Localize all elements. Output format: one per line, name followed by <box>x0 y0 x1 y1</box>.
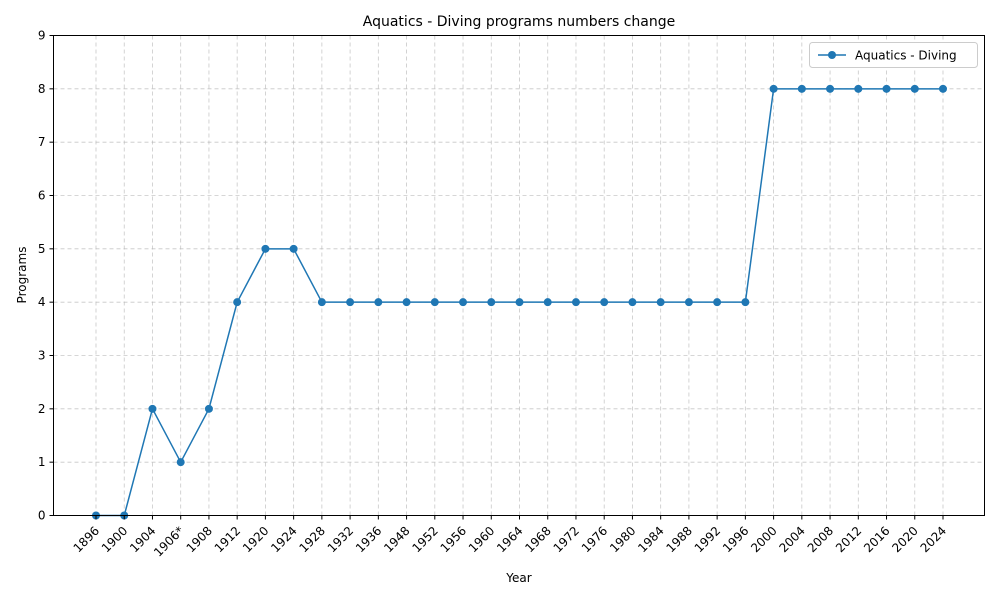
legend-label: Aquatics - Diving <box>855 49 957 63</box>
data-point <box>204 404 213 413</box>
x-tick-label: 1924 <box>268 524 299 555</box>
x-tick-label: 2004 <box>776 524 807 555</box>
data-point <box>233 298 242 307</box>
x-tick-label: 1936 <box>353 524 384 555</box>
x-tick-label: 1906* <box>151 524 187 560</box>
x-tick-label: 1900 <box>99 524 130 555</box>
x-tick-label: 1964 <box>494 524 525 555</box>
y-axis: 0 1 2 3 4 5 6 7 8 9 <box>38 29 54 523</box>
data-point <box>797 84 806 93</box>
legend-box <box>809 42 978 68</box>
y-tick-label: 9 <box>38 29 46 43</box>
data-point <box>713 298 722 307</box>
x-tick-label: 2020 <box>889 524 920 555</box>
data-point <box>656 298 665 307</box>
data-point <box>543 298 552 307</box>
y-tick-label: 3 <box>38 349 46 363</box>
data-point <box>430 298 439 307</box>
data-point <box>910 84 919 93</box>
x-tick-label: 1984 <box>635 524 666 555</box>
y-tick-label: 8 <box>38 82 46 96</box>
data-point <box>148 404 157 413</box>
data-point <box>515 298 524 307</box>
x-tick-label: 1960 <box>466 524 497 555</box>
x-tick-label: 1956 <box>438 524 469 555</box>
y-tick-label: 6 <box>38 189 46 203</box>
data-point <box>261 244 270 253</box>
x-axis-title: Year <box>505 571 531 585</box>
y-tick-label: 2 <box>38 402 46 416</box>
data-point <box>346 298 355 307</box>
y-axis-title: Programs <box>15 247 29 304</box>
legend-marker-swatch <box>828 51 836 59</box>
data-point <box>939 84 947 93</box>
plot-frame <box>53 35 985 516</box>
y-tick-label: 4 <box>38 295 46 309</box>
x-tick-label: 2024 <box>918 524 949 555</box>
data-point <box>374 298 383 307</box>
data-point <box>600 298 609 307</box>
data-point <box>459 298 468 307</box>
data-point <box>741 298 750 307</box>
x-tick-label: 1996 <box>720 524 751 555</box>
data-point <box>289 244 298 253</box>
x-tick-label: 1980 <box>607 524 638 555</box>
x-tick-label: 1992 <box>692 524 723 555</box>
data-point <box>487 298 496 307</box>
x-tick-label: 1932 <box>325 524 356 555</box>
x-tick-label: 1928 <box>296 524 327 555</box>
x-tick-label: 2016 <box>861 524 892 555</box>
data-point <box>826 84 835 93</box>
x-tick-label: 1948 <box>381 524 412 555</box>
data-point <box>769 84 778 93</box>
x-tick-label: 1952 <box>409 524 440 555</box>
data-point <box>402 298 411 307</box>
y-tick-label: 0 <box>38 509 46 523</box>
data-point <box>571 298 580 307</box>
x-tick-label: 1972 <box>551 524 582 555</box>
x-axis: 1896190019041906*19081912192019241928193… <box>71 515 949 560</box>
y-tick-label: 5 <box>38 242 46 256</box>
x-tick-label: 1968 <box>522 524 553 555</box>
x-tick-label: 1908 <box>184 524 215 555</box>
chart-title: Aquatics - Diving programs numbers chang… <box>363 14 675 30</box>
data-point <box>628 298 637 307</box>
data-point <box>882 84 891 93</box>
data-point <box>854 84 863 93</box>
x-tick-label: 2012 <box>833 524 864 555</box>
x-tick-label: 2000 <box>748 524 779 555</box>
data-point <box>317 298 326 307</box>
x-tick-label: 1912 <box>212 524 243 555</box>
y-tick-label: 7 <box>38 135 46 149</box>
x-tick-label: 1896 <box>71 524 102 555</box>
grid <box>53 35 985 516</box>
legend: Aquatics - Diving <box>809 42 978 68</box>
x-tick-label: 2008 <box>805 524 836 555</box>
x-tick-label: 1920 <box>240 524 271 555</box>
data-point <box>176 458 185 467</box>
x-tick-label: 1976 <box>579 524 610 555</box>
data-point <box>684 298 693 307</box>
x-tick-label: 1988 <box>664 524 695 555</box>
y-tick-label: 1 <box>38 455 46 469</box>
